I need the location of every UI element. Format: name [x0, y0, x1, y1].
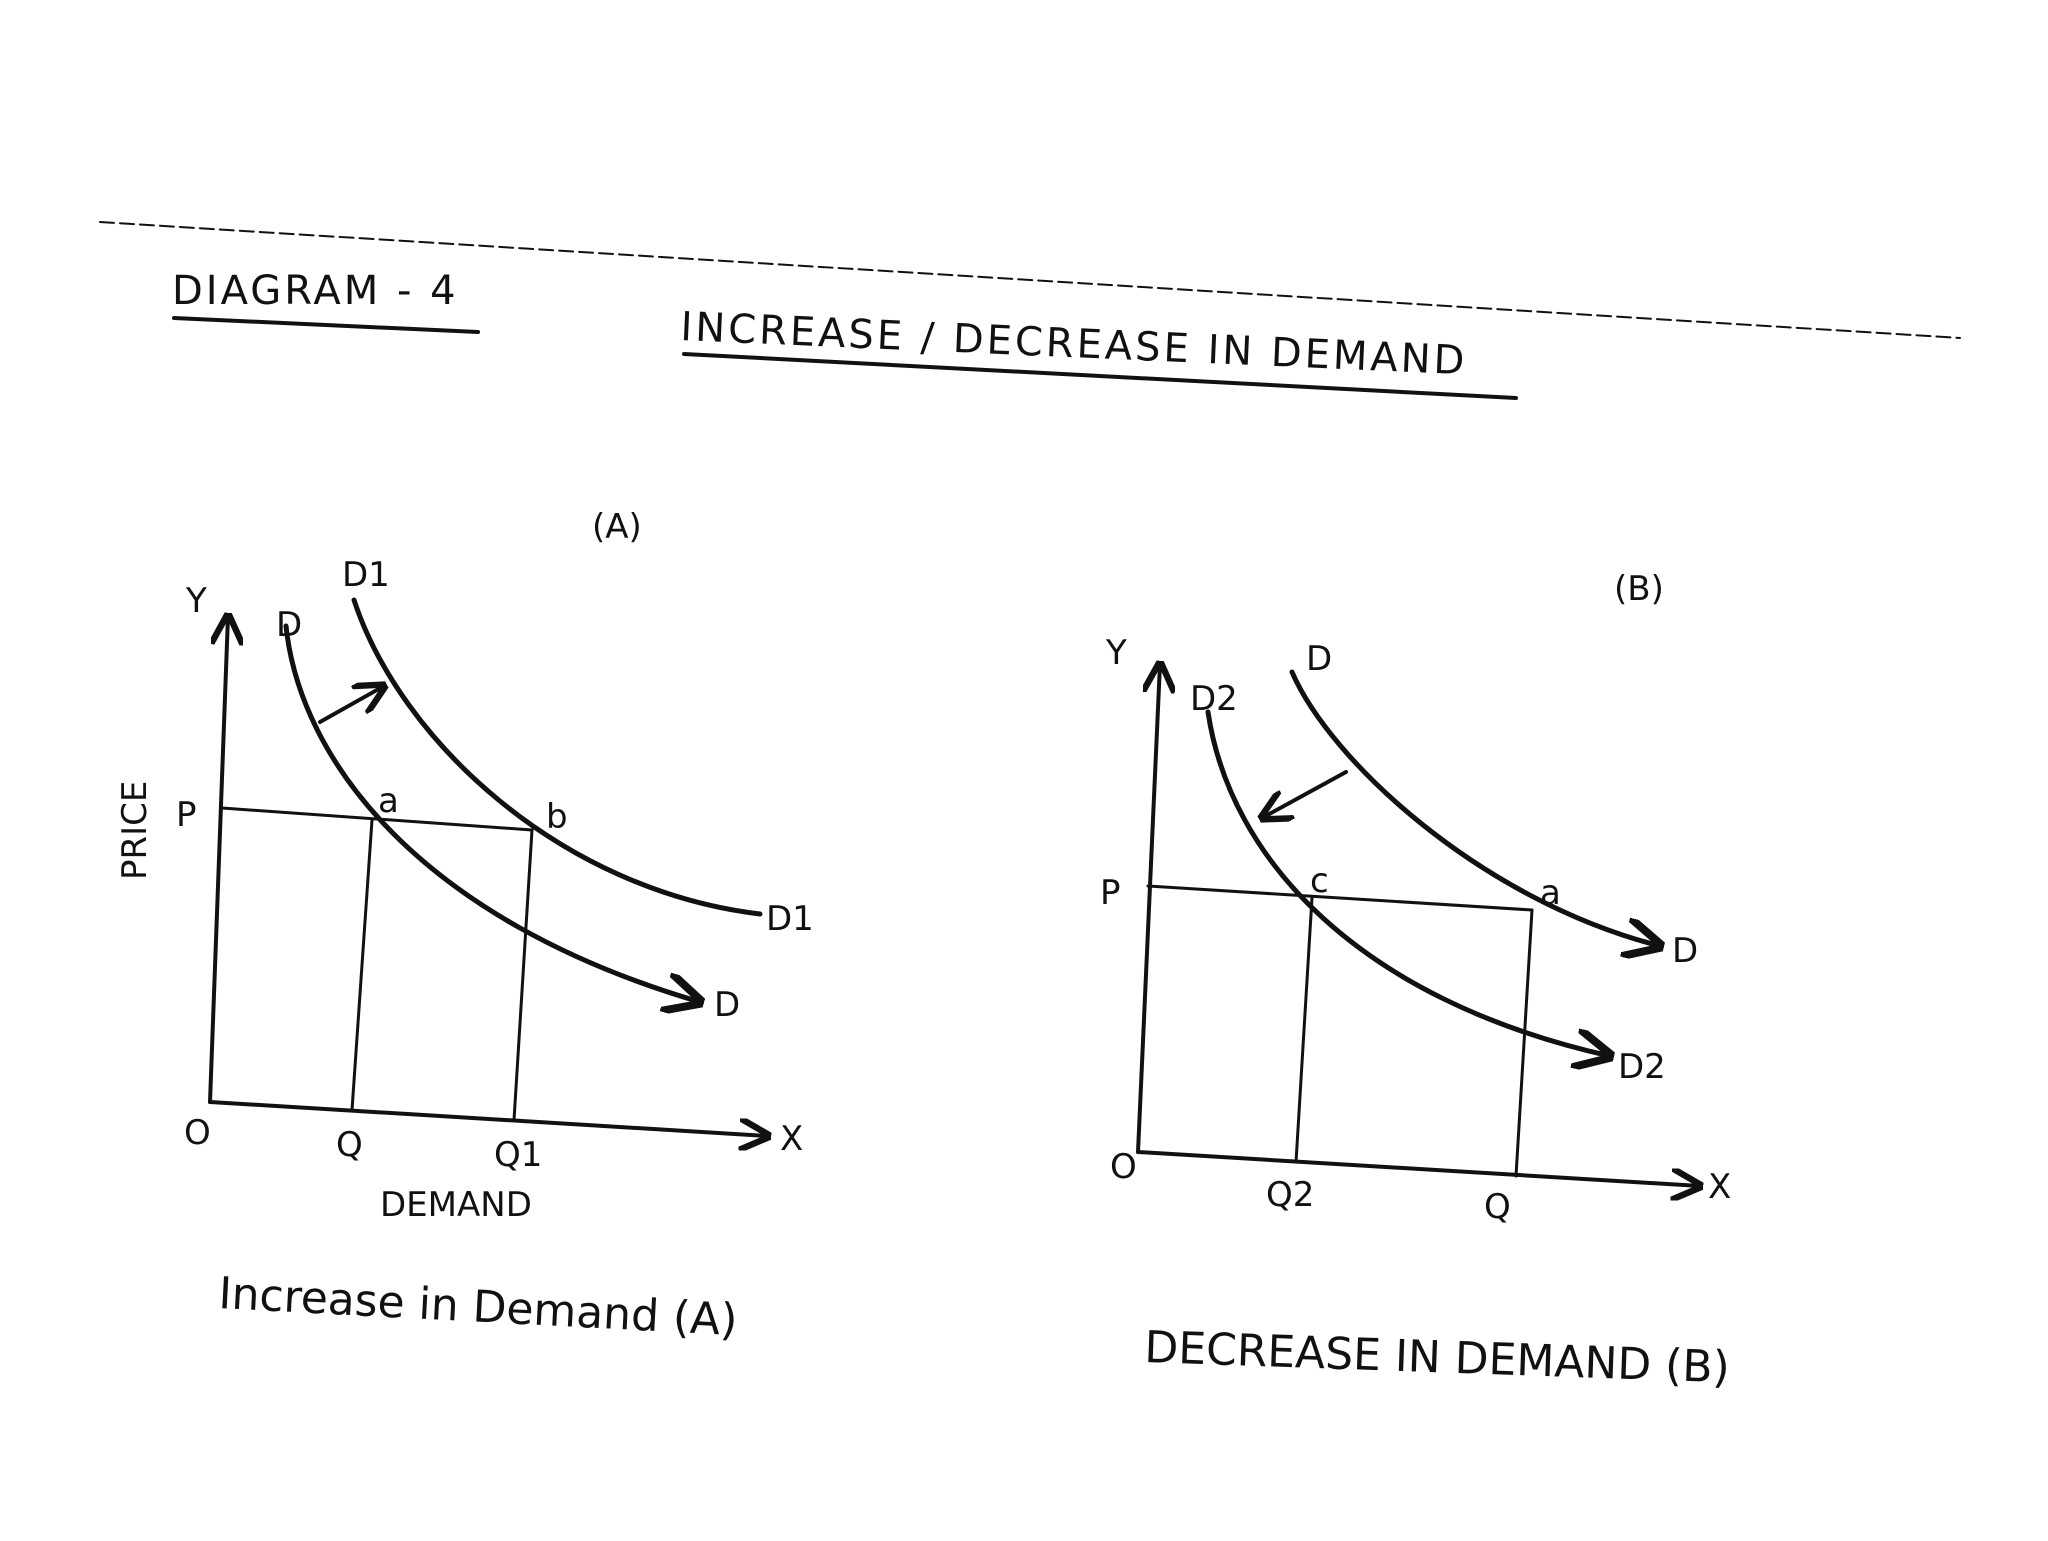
panel-b-label: (B): [1614, 569, 1664, 609]
panel-a-y-axis: [208, 616, 228, 1104]
panel-b-price-p: P: [1100, 873, 1121, 913]
panel-b-price-line: [1146, 884, 1534, 912]
panel-a-point-a: a: [378, 781, 399, 821]
panel-b-curve-d-end-label: D: [1672, 931, 1698, 971]
panel-b-caption: DECREASE IN DEMAND (B): [1144, 1322, 1731, 1393]
panel-a-demand-curve-d: [283, 623, 700, 1002]
panel-a-y-axis-label: Y: [185, 581, 207, 621]
panel-b-q2-label: Q2: [1266, 1175, 1314, 1215]
panel-b-y-axis-label: Y: [1105, 633, 1127, 673]
panel-a: (A) Y X O PRICE P D D1 D D1 a b Q Q1 DEM…: [115, 507, 814, 1346]
panel-b-point-a: a: [1540, 873, 1561, 913]
panel-a-x-axis: [208, 1100, 768, 1136]
panel-a-q1-label: Q1: [494, 1135, 542, 1175]
panel-a-dropline-q: [350, 818, 374, 1112]
panel-a-demand-curve-d1: [351, 597, 763, 917]
panel-b-curve-d-top-label: D: [1306, 639, 1332, 679]
panel-b-origin: O: [1110, 1147, 1137, 1187]
page-divider-line: [99, 221, 1961, 339]
diagram-label: DIAGRAM - 4: [172, 268, 459, 314]
panel-a-curve-d1-top-label: D1: [342, 555, 390, 595]
panel-b-point-c: c: [1310, 861, 1329, 901]
panel-b-x-axis-label: X: [1708, 1167, 1731, 1207]
panel-a-curve-d1-end-label: D1: [766, 899, 814, 939]
panel-b-shift-arrow: [1262, 770, 1348, 818]
panel-b-dropline-q: [1514, 908, 1534, 1178]
panel-b-dropline-q2: [1294, 896, 1314, 1164]
panel-b: (B) Y X O P D D2 D D2 c a Q2 Q DECREASE …: [1100, 569, 1731, 1393]
panel-a-x-axis-label: X: [780, 1119, 803, 1159]
panel-a-shift-arrow: [318, 686, 384, 724]
panel-b-demand-curve-d2: [1205, 709, 1610, 1056]
panel-b-y-axis: [1136, 664, 1160, 1154]
panel-a-q-label: Q: [336, 1125, 363, 1165]
page-title: INCREASE / DECREASE IN DEMAND: [680, 304, 1469, 384]
panel-b-x-axis: [1136, 1150, 1700, 1186]
panel-b-q-label: Q: [1484, 1187, 1511, 1227]
panel-a-price-label: PRICE: [115, 781, 155, 880]
panel-a-curve-d-top-label: D: [276, 605, 302, 645]
panel-a-origin: O: [184, 1113, 211, 1153]
panel-b-curve-d2-top-label: D2: [1190, 679, 1238, 719]
panel-a-x-title: DEMAND: [380, 1185, 532, 1225]
diagram-label-underline: [172, 316, 480, 334]
panel-a-price-p: P: [176, 795, 197, 835]
panel-b-curve-d2-end-label: D2: [1618, 1047, 1666, 1087]
panel-a-caption: Increase in Demand (A): [217, 1268, 738, 1346]
panel-a-dropline-q1: [512, 828, 534, 1122]
panel-b-demand-curve-d: [1289, 669, 1660, 946]
page-title-underline: [682, 352, 1518, 400]
panel-a-label: (A): [592, 507, 642, 547]
panel-a-point-b: b: [546, 797, 568, 837]
panel-a-curve-d-end-label: D: [714, 985, 740, 1025]
